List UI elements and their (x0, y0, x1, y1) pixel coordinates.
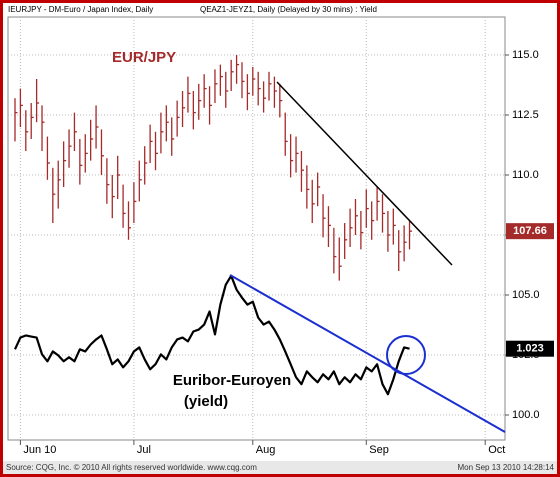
y-tick-label: 110.0 (512, 169, 539, 181)
x-tick-label: Jul (137, 444, 151, 456)
footer-time: Mon Sep 13 2010 14:28:14 (457, 463, 554, 472)
series-label: Euribor-Euroyen (173, 372, 291, 389)
y-tick-label: 112.5 (512, 109, 539, 121)
x-tick-label: Jun 10 (23, 444, 56, 456)
header-left: IEURJPY - DM-Euro / Japan Index, Daily (8, 5, 153, 14)
y-tick-label: 105.0 (512, 289, 540, 301)
trendline-yield (229, 274, 506, 433)
last-value-box (506, 340, 554, 357)
series-label: EUR/JPY (112, 49, 176, 66)
footer-source: Source: CQG, Inc. © 2010 All rights rese… (6, 463, 257, 472)
grid (8, 17, 505, 440)
footer-bar (3, 461, 557, 474)
y-tick-label: 100.0 (512, 409, 540, 421)
highlight-circle (386, 335, 426, 375)
yield-line (14, 274, 410, 396)
x-tick-label: Sep (369, 444, 389, 456)
x-tick-label: Oct (488, 444, 505, 456)
last-value-label: 1.023 (516, 343, 544, 355)
header-right: QEAZ1-JEYZ1, Daily (Delayed by 30 mins) … (200, 5, 377, 14)
plot-area (7, 16, 506, 441)
last-value-box (506, 223, 554, 240)
x-tick-label: Aug (256, 444, 276, 456)
series-label: (yield) (184, 393, 228, 410)
last-value-label: 107.66 (513, 225, 547, 237)
y-tick-label: 115.0 (512, 49, 539, 61)
trendline-price (276, 81, 453, 266)
marks (14, 55, 413, 396)
